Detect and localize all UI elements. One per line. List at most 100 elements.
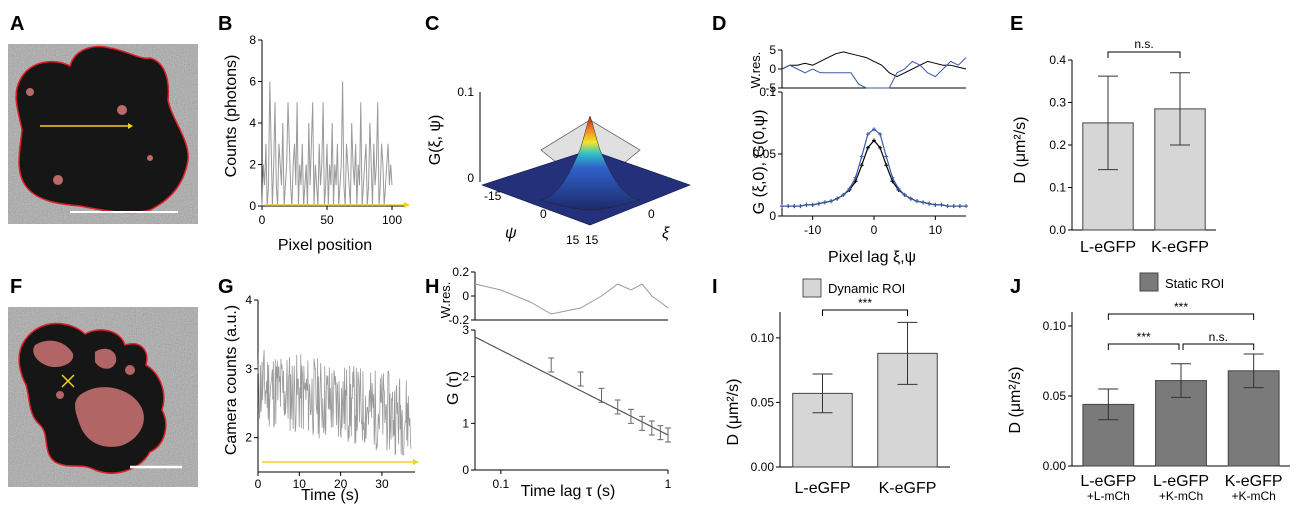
chart-h-ytick-label: 3 [462, 323, 469, 337]
chart-j-category-sublabel: +K-mCh [1231, 489, 1275, 503]
chart-b-ytick-label: 8 [249, 33, 256, 47]
chart-c-ytick-pos: 15 [566, 233, 580, 247]
chart-d-residual-tick-label: -5 [765, 81, 776, 95]
chart-c-ztick-top: 0.1 [457, 85, 474, 99]
chart-g-ytick-label: 2 [245, 431, 252, 445]
chart-b-ytick-label: 6 [249, 75, 256, 89]
chart-g: Camera counts (a.u.) Time (s) 2 3 4 0 10 20 30 [223, 293, 419, 504]
chart-g-ytick-label: 4 [245, 293, 252, 307]
chart-b: Counts (photons) Pixel position 0 2 4 6 8 0 50… [223, 33, 410, 254]
chart-b-xtick-label: 100 [382, 213, 402, 227]
chart-j-legend-swatch [1139, 272, 1159, 292]
panel-letter-f: F [10, 276, 22, 298]
chart-d-ytick-label: 0.05 [753, 147, 777, 161]
chart-h-residual-label: W.res. [438, 282, 453, 319]
chart-h-ylabel: G (τ) [445, 371, 462, 405]
chart-c-xtick-pos: 15 [585, 233, 599, 247]
chart-j: D (μm²/s) Static ROI 0.000.050.10L-eGFP+… [1007, 272, 1290, 503]
chart-b-ytick-label: 0 [249, 199, 256, 213]
panel-letter-h: H [425, 276, 439, 298]
chart-e-category-label: K-eGFP [1151, 239, 1209, 256]
panel-letter-j: J [1010, 276, 1021, 298]
chart-j-significance-bracket [1107, 313, 1255, 320]
chart-c-xtick-zero: 0 [648, 207, 655, 221]
chart-g-xtick-label: 20 [334, 477, 348, 491]
cell-image-f [8, 307, 198, 487]
chart-d-residual-black [781, 51, 967, 78]
chart-h-ytick-label: 0 [462, 463, 469, 477]
chart-e: D (μm²/s) 0.0 0.1 0.2 0.3 0.4 L-eGFP K-eGFP n.s… [1012, 37, 1216, 256]
chart-i-legend-swatch [802, 278, 822, 298]
chart-b-xlabel: Pixel position [278, 237, 372, 254]
chart-i-ytick-label: 0.05 [751, 395, 775, 409]
chart-j-category-label: L-eGFP [1153, 473, 1209, 490]
chart-i-category-label: L-eGFP [794, 480, 850, 497]
chart-j-significance-label: n.s. [1209, 330, 1228, 344]
panel-letter-g: G [218, 276, 234, 298]
chart-g-xlabel: Time (s) [301, 487, 359, 504]
chart-g-xtick-label: 10 [293, 477, 307, 491]
chart-i-significance-bracket [822, 309, 908, 316]
chart-i-category-label: K-eGFP [879, 480, 937, 497]
chart-e-category-label: L-eGFP [1080, 239, 1136, 256]
chart-b-ytick-label: 4 [249, 116, 256, 130]
panel-letter-d: D [712, 13, 726, 35]
chart-h-residual-tick-label: 0 [462, 289, 469, 303]
chart-c-ytick-neg: -15 [484, 189, 502, 203]
chart-h-xlabel: Time lag τ (s) [521, 483, 616, 500]
chart-d-series-line-0 [782, 139, 966, 207]
chart-e-significance-bracket [1107, 51, 1181, 58]
chart-j-category-sublabel: +K-mCh [1159, 489, 1203, 503]
chart-d-residual-tick-label: 0 [769, 62, 776, 76]
chart-j-ytick-label: 0.10 [1043, 319, 1067, 333]
panel-letter-c: C [425, 13, 439, 35]
chart-j-significance-bracket [1182, 343, 1255, 350]
chart-j-significance-bracket [1107, 343, 1180, 350]
chart-g-ytick-label: 3 [245, 362, 252, 376]
chart-c-xlabel: ξ [662, 225, 670, 242]
chart-d-residual-label: W.res. [748, 52, 763, 89]
chart-d-xtick-label: -10 [804, 223, 822, 237]
chart-b-ytick-label: 2 [249, 158, 256, 172]
chart-c-zlabel: G(ξ, ψ) [427, 115, 444, 166]
panel-letter-a: A [10, 13, 24, 35]
chart-e-ytick-label: 0.0 [1049, 223, 1066, 237]
chart-j-significance-label: *** [1137, 330, 1151, 344]
chart-d-xtick-label: 10 [929, 223, 943, 237]
chart-j-significance-label: *** [1174, 300, 1188, 314]
chart-d-xlabel: Pixel lag ξ,ψ [828, 249, 916, 266]
chart-e-significance-label: n.s. [1134, 37, 1153, 51]
chart-j-ylabel: D (μm²/s) [1007, 367, 1024, 434]
chart-h-xtick-label: 1 [665, 477, 672, 491]
chart-b-ylabel: Counts (photons) [223, 55, 240, 178]
chart-j-category-label: K-eGFP [1225, 473, 1283, 490]
chart-d-residual-blue [781, 57, 967, 89]
chart-g-ylabel: Camera counts (a.u.) [223, 305, 240, 455]
chart-e-ytick-label: 0.4 [1049, 53, 1066, 67]
chart-j-ytick-label: 0.05 [1043, 389, 1067, 403]
chart-e-ytick-label: 0.3 [1049, 96, 1066, 110]
chart-i: D (μm²/s) Dynamic ROI 0.00 0.05 0.10 L-eGFP… [725, 278, 950, 497]
chart-i-ylabel: D (μm²/s) [725, 379, 742, 446]
chart-c-ztick-bottom: 0 [467, 171, 474, 185]
chart-c-ytick-zero: 0 [540, 207, 547, 221]
chart-h-xtick-label: 0.1 [493, 477, 510, 491]
chart-b-xtick-label: 50 [320, 213, 334, 227]
chart-h: W.res. G (τ) Time lag τ (s) 0.2 0 -0.2 0 1 2 3… [438, 265, 672, 500]
chart-h-residual-line [474, 283, 669, 315]
chart-e-ylabel: D (μm²/s) [1012, 117, 1029, 184]
chart-j-ytick-label: 0.00 [1043, 459, 1067, 473]
panel-letter-i: I [712, 276, 718, 298]
chart-c-ylabel: ψ [505, 225, 517, 242]
chart-h-ytick-label: 2 [462, 370, 469, 384]
panel-letter-e: E [1010, 13, 1023, 35]
chart-c: G(ξ, ψ) 0.1 0 -15 0 15 15 0 ψ ξ [427, 85, 691, 247]
chart-d-xtick-label: 0 [871, 223, 878, 237]
chart-d-ylabel: G (ξ,0), G(0,ψ) [751, 110, 768, 215]
chart-i-legend-label: Dynamic ROI [828, 281, 905, 296]
chart-j-category-sublabel: +L-mCh [1087, 489, 1130, 503]
cell-outline-a [15, 45, 189, 214]
chart-i-significance-label: *** [858, 296, 872, 310]
chart-g-xtick-label: 30 [375, 477, 389, 491]
